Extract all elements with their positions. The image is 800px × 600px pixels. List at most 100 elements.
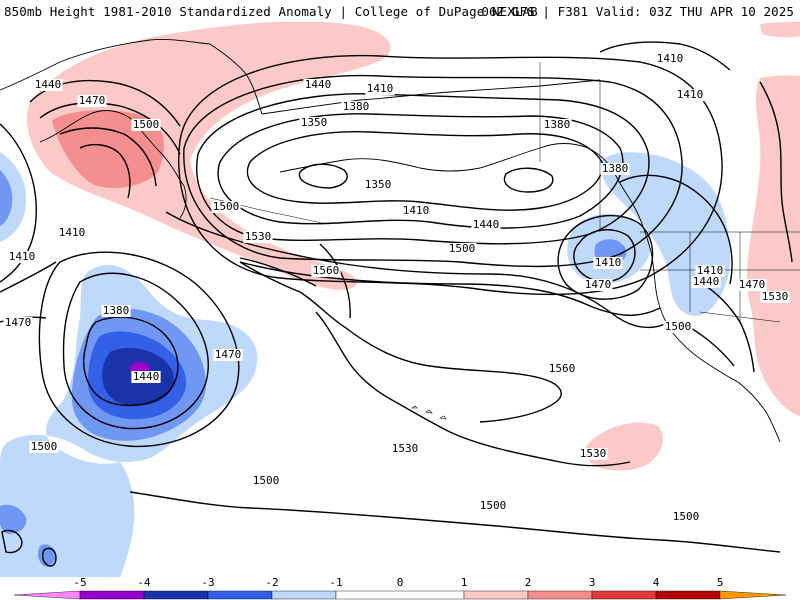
- label-1380-bc-text: 1380: [602, 162, 629, 175]
- label-1500-west-bg: [29, 441, 59, 453]
- label-1500-south-b-bg: [478, 500, 508, 512]
- legend-segment-1-to-2: [463, 590, 529, 600]
- label-1560-north: 1560: [311, 264, 341, 277]
- legend-tick-10: 5: [717, 576, 724, 589]
- legend-color-bar: [13, 590, 787, 600]
- label-1380-lowsw-text: 1380: [103, 304, 130, 317]
- legend-segment-3-to-4: [591, 590, 657, 600]
- label-1560-high-bg: [547, 363, 577, 375]
- label-1410-west-a-text: 1410: [59, 226, 86, 239]
- label-1530-south-b: 1530: [578, 447, 608, 460]
- label-1410-mid-text: 1410: [403, 204, 430, 217]
- label-1410-interior: 1410: [695, 264, 725, 277]
- label-1440-nw-text: 1440: [35, 78, 62, 91]
- label-1470-lowsw-bg: [213, 349, 243, 361]
- label-1470-west: 1470: [3, 316, 33, 329]
- label-1440-alaska-bg: [303, 79, 333, 91]
- label-1410-mid-bg: [401, 205, 431, 217]
- label-1500-south-b-text: 1500: [480, 499, 507, 512]
- label-1410-interior-bg: [695, 265, 725, 277]
- label-1380-bc-bg: [600, 163, 630, 175]
- label-1410-alaska: 1410: [365, 82, 395, 95]
- label-1350-bering-bg: [363, 179, 393, 191]
- label-1380-alaska-bg: [341, 101, 371, 113]
- label-1500-siberia: 1500: [131, 118, 161, 131]
- legend-tick-4: -1: [329, 576, 342, 589]
- label-1560-high: 1560: [547, 362, 577, 375]
- label-1350-bering: 1350: [363, 178, 393, 191]
- label-1380-gulf: 1380: [542, 118, 572, 131]
- label-1410-alaska-bg: [365, 83, 395, 95]
- label-1410-alaska-text: 1410: [367, 82, 394, 95]
- label-1500-calif-bg: [663, 321, 693, 333]
- coastlines: [0, 39, 800, 443]
- label-1530-south-a-bg: [390, 443, 420, 455]
- label-1440-nw: 1440: [33, 78, 63, 91]
- label-1440-interior: 1440: [691, 275, 721, 288]
- label-1500-south-a-text: 1500: [253, 474, 280, 487]
- label-1440-lowsw-text: 1440: [133, 370, 160, 383]
- legend-segment-above-5: [719, 590, 787, 600]
- label-1380-lowsw-bg: [101, 305, 131, 317]
- legend-tick-3: -2: [265, 576, 278, 589]
- label-1410-west-a: 1410: [57, 226, 87, 239]
- label-1380-lowsw: 1380: [101, 304, 131, 317]
- legend-segment-neg1-to-0: [271, 590, 337, 600]
- label-1350: 1350: [299, 116, 329, 129]
- label-1410-canada-text: 1410: [677, 88, 704, 101]
- label-1440-interior-bg: [691, 276, 721, 288]
- label-1530-south-a: 1530: [390, 442, 420, 455]
- label-1500-south-c: 1500: [671, 510, 701, 523]
- label-1530-north-bg: [243, 231, 273, 243]
- label-1440-lowsw-bg: [131, 371, 161, 383]
- legend-segment-neg2-to-neg1: [207, 590, 273, 600]
- legend-tick-7: 2: [525, 576, 532, 589]
- label-1500-south-a: 1500: [251, 474, 281, 487]
- label-1410-canada-north: 1410: [655, 52, 685, 65]
- legend-segment-neutral: [335, 590, 465, 600]
- legend-segment-4-to-5: [655, 590, 721, 600]
- label-1530-east-bg: [760, 291, 790, 303]
- label-1410-west-b-text: 1410: [9, 250, 36, 263]
- positive-anomaly-east-top: [760, 22, 800, 38]
- height-contours: [0, 41, 793, 567]
- label-1440-alaska-text: 1440: [305, 78, 332, 91]
- label-1500-west: 1500: [29, 440, 59, 453]
- label-1530-east: 1530: [760, 290, 790, 303]
- label-1500-south-b: 1500: [478, 499, 508, 512]
- label-1500-south-c-text: 1500: [673, 510, 700, 523]
- label-1410-low-bg: [593, 257, 623, 269]
- label-1410-mid: 1410: [401, 204, 431, 217]
- label-1410-interior-text: 1410: [697, 264, 724, 277]
- label-1470-interior-text: 1470: [739, 278, 766, 291]
- legend-tick-9: 4: [653, 576, 660, 589]
- label-1380-alaska-text: 1380: [343, 100, 370, 113]
- label-1560-north-text: 1560: [313, 264, 340, 277]
- legend-tick-2: -3: [201, 576, 214, 589]
- label-1410-low-text: 1410: [595, 256, 622, 269]
- label-1410-low: 1410: [593, 256, 623, 269]
- label-1440-mid-bg: [471, 219, 501, 231]
- label-1440-mid: 1440: [471, 218, 501, 231]
- label-1470-mid-text: 1470: [585, 278, 612, 291]
- legend-tick-0: -5: [73, 576, 86, 589]
- label-1560-high-text: 1560: [549, 362, 576, 375]
- label-1440-lowsw: 1440: [131, 370, 161, 383]
- label-1440-mid-text: 1440: [473, 218, 500, 231]
- label-1500-north: 1500: [211, 200, 241, 213]
- model-run-info: 06Z GFS | F381 Valid: 03Z THU APR 10 202…: [481, 4, 794, 19]
- label-1380-bc: 1380: [600, 162, 630, 175]
- negative-anomaly-nw-corner-core: [0, 170, 13, 226]
- legend-tick-5: 0: [397, 576, 404, 589]
- label-1530-north-text: 1530: [245, 230, 272, 243]
- label-1470-nw-bg: [77, 95, 107, 107]
- label-1410-canada-bg: [675, 89, 705, 101]
- label-1470-lowsw-text: 1470: [215, 348, 242, 361]
- legend-segment-below-neg4: [13, 590, 81, 600]
- legend-segment-neg4-to-neg3: [79, 590, 145, 600]
- label-1470-west-bg: [3, 317, 33, 329]
- label-1380-alaska: 1380: [341, 100, 371, 113]
- label-1350-text: 1350: [301, 116, 328, 129]
- label-1530-south-a-text: 1530: [392, 442, 419, 455]
